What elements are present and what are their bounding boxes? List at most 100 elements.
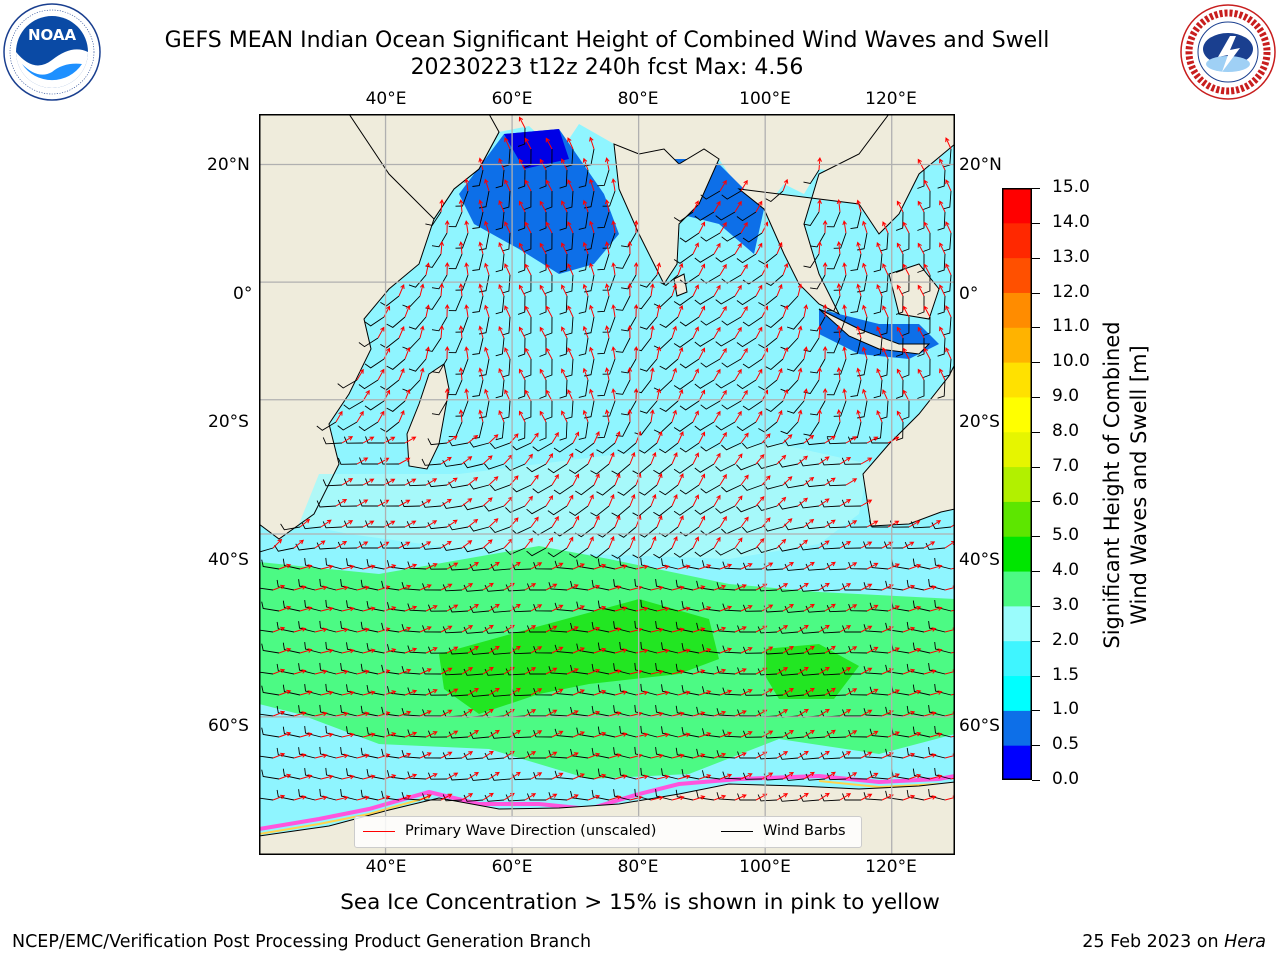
wind-barb	[340, 789, 358, 801]
wind-barb	[928, 705, 946, 717]
wind-barb	[360, 789, 379, 801]
wave-arrow	[761, 562, 774, 570]
wind-barb	[548, 750, 568, 759]
wave-arrow	[776, 793, 789, 801]
wind-barb	[615, 253, 631, 269]
wind-barb	[495, 169, 505, 189]
wave-arrow	[740, 263, 748, 276]
wave-arrow	[650, 669, 664, 675]
wind-barb	[833, 358, 847, 375]
wind-barb	[340, 705, 358, 717]
wind-barb	[613, 705, 631, 717]
wave-arrow	[461, 625, 474, 633]
wave-arrow	[539, 410, 547, 423]
wave-arrow	[272, 584, 286, 591]
wind-barb	[319, 704, 337, 717]
wind-barb	[826, 605, 847, 613]
wind-barb	[602, 316, 616, 333]
wave-arrow	[677, 431, 684, 444]
wind-barb	[597, 684, 616, 696]
wind-barb	[442, 668, 463, 676]
wind-barb	[640, 641, 658, 654]
wave-arrow	[818, 750, 830, 759]
wave-arrow	[782, 604, 794, 612]
wind-barb	[895, 211, 904, 231]
wave-arrow	[797, 708, 809, 717]
wave-arrow	[572, 731, 585, 738]
wave-arrow	[822, 345, 828, 360]
wave-arrow	[614, 690, 628, 696]
wave-arrow	[458, 199, 464, 213]
wind-barb	[880, 232, 889, 252]
wind-barb	[715, 253, 736, 263]
wave-arrow	[356, 795, 370, 801]
wind-barb	[869, 560, 889, 570]
wave-arrow	[902, 221, 910, 234]
wind-barb	[511, 563, 532, 571]
wave-arrow	[896, 200, 904, 213]
wave-arrow	[467, 434, 479, 444]
wind-barb	[597, 768, 616, 780]
wind-barb	[282, 726, 301, 738]
wind-barb	[597, 295, 610, 313]
chart-subtitle: 20230223 t12z 240h fcst Max: 4.56	[410, 55, 804, 80]
wave-arrow	[439, 240, 445, 255]
wind-barb	[810, 316, 826, 332]
wave-arrow	[950, 609, 955, 612]
wave-arrow	[719, 689, 733, 696]
wind-barb	[602, 274, 616, 291]
wind-barb	[869, 436, 888, 444]
wave-arrow	[425, 731, 438, 738]
wind-barb	[490, 731, 511, 739]
wind-barb	[895, 295, 904, 315]
wave-arrow	[604, 409, 610, 423]
wind-barb	[484, 463, 505, 470]
wave-arrow	[902, 263, 910, 276]
wave-arrow	[545, 179, 553, 192]
wave-arrow	[650, 711, 664, 717]
wind-barb	[937, 211, 946, 231]
wave-arrow	[567, 263, 574, 276]
wave-arrow	[464, 220, 469, 234]
wave-arrow	[589, 178, 595, 192]
wave-arrow	[803, 561, 815, 570]
wave-arrow	[398, 457, 411, 465]
wind-barb	[490, 563, 511, 571]
wind-barb	[842, 709, 861, 717]
wave-arrow	[524, 625, 537, 633]
wave-arrow	[572, 473, 580, 486]
wind-barb	[322, 521, 343, 529]
wind-barb	[526, 547, 547, 557]
wave-arrow	[908, 563, 922, 570]
wind-barb	[597, 379, 610, 397]
wave-arrow	[950, 777, 955, 780]
wind-barb	[934, 641, 952, 654]
wind-barb	[850, 379, 862, 398]
wave-arrow	[939, 242, 946, 255]
wind-barb	[386, 316, 406, 328]
wave-arrow	[719, 473, 727, 486]
sea-ice-note: Sea Ice Concentration > 15% is shown in …	[340, 890, 940, 915]
wave-arrow	[692, 494, 699, 507]
wave-arrow	[545, 305, 553, 318]
wave-arrow	[524, 453, 533, 465]
colorbar-tick-label: 5.0	[1052, 525, 1080, 546]
colorbar-cell	[1002, 222, 1032, 259]
wave-arrow	[335, 795, 349, 801]
wave-arrow	[917, 242, 925, 255]
wave-arrow	[866, 520, 879, 528]
wave-arrow	[887, 520, 900, 528]
wave-arrow	[461, 793, 474, 801]
wave-arrow	[530, 688, 543, 696]
wave-arrow	[482, 539, 493, 549]
wave-arrow	[698, 564, 712, 570]
wind-barb	[532, 484, 553, 494]
wind-barb	[902, 232, 910, 252]
wave-arrow	[845, 604, 858, 612]
wind-barb	[758, 379, 778, 391]
wind-barb	[803, 253, 820, 269]
wave-arrow	[444, 303, 450, 318]
wind-barb	[364, 400, 385, 411]
wind-barb	[495, 295, 505, 315]
colorbar-cell	[1002, 571, 1032, 607]
